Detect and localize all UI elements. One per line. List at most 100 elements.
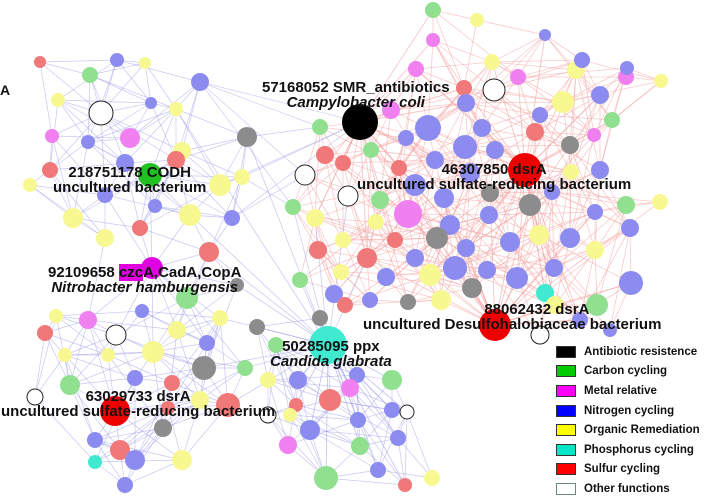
network-node xyxy=(294,164,316,186)
network-edge xyxy=(289,414,361,447)
legend-label: Phosphorus cycling xyxy=(584,443,694,456)
network-edge xyxy=(139,227,210,253)
label-line2: Nitrobacter hamburgensis xyxy=(51,279,239,296)
network-edge xyxy=(349,387,399,439)
label-line2: uncultured bacterium xyxy=(53,179,207,196)
network-node xyxy=(314,466,338,490)
network-edge xyxy=(394,169,526,241)
network-node xyxy=(481,184,499,202)
network-node xyxy=(415,115,441,141)
network-node xyxy=(587,128,601,142)
network-edge xyxy=(340,271,442,301)
network-node xyxy=(470,13,484,27)
network-node xyxy=(552,91,574,113)
legend-item: Nitrogen cycling xyxy=(556,401,724,421)
network-edge xyxy=(231,174,306,219)
network-node xyxy=(377,268,395,286)
network-edge xyxy=(449,224,496,326)
network-edge xyxy=(152,351,229,406)
network-node xyxy=(341,379,359,397)
network-node xyxy=(654,74,668,88)
network-edge xyxy=(64,354,136,379)
network-edge xyxy=(569,169,601,239)
network-node xyxy=(530,325,550,345)
network-node xyxy=(145,97,157,109)
network-node xyxy=(179,204,201,226)
network-edge xyxy=(55,315,109,356)
network-node xyxy=(116,154,134,172)
label-line1: 57168052 SMR_antibiotics xyxy=(262,79,450,96)
network-node xyxy=(453,135,477,159)
network-edge xyxy=(171,317,221,384)
label-line2: Campylobacter coli xyxy=(286,94,425,111)
network-edge xyxy=(104,194,153,269)
network-edge xyxy=(57,99,126,164)
legend-label: Antibiotic resistence xyxy=(584,345,698,358)
network-edge xyxy=(596,204,627,306)
network-edge xyxy=(69,377,136,386)
network-edge xyxy=(469,172,531,206)
label-czca: 92109658 czcA,CadA,CopA Nitrobacter hamb… xyxy=(48,264,241,296)
legend-label: Nitrogen cycling xyxy=(584,404,675,417)
node-layer xyxy=(23,2,668,493)
network-edge xyxy=(415,61,493,70)
network-edge xyxy=(493,89,571,146)
network-edge xyxy=(486,234,540,271)
network-edge xyxy=(370,149,526,171)
network-edge xyxy=(304,174,344,241)
network-node xyxy=(510,69,526,85)
network-edge xyxy=(562,67,628,103)
network-node xyxy=(619,271,643,295)
legend-swatch xyxy=(556,365,576,378)
network-node xyxy=(587,204,603,220)
network-edge xyxy=(415,68,465,89)
network-node xyxy=(560,228,580,248)
network-edge xyxy=(538,234,632,284)
network-node xyxy=(289,371,307,389)
network-edge xyxy=(107,354,173,384)
network-edge xyxy=(256,326,269,381)
network-edge xyxy=(524,59,583,171)
network-node xyxy=(230,278,244,292)
network-edge xyxy=(314,184,416,219)
network-edge xyxy=(375,167,400,223)
network-edge xyxy=(295,404,361,447)
network-node xyxy=(508,153,542,187)
network-edge xyxy=(432,39,493,63)
network-edge xyxy=(347,195,438,239)
network-edge xyxy=(465,102,536,133)
network-node xyxy=(79,311,97,329)
legend: Antibiotic resistence Carbon cycling Metal… xyxy=(556,342,724,499)
network-edge xyxy=(509,211,596,243)
network-node xyxy=(398,478,412,492)
network-edge xyxy=(406,411,433,479)
network-edge xyxy=(494,149,511,243)
network-node xyxy=(237,360,253,376)
network-node xyxy=(234,169,250,185)
network-node xyxy=(400,294,416,310)
network-node xyxy=(292,272,308,288)
network-edge xyxy=(94,439,126,486)
network-node xyxy=(394,200,422,228)
network-edge xyxy=(427,39,434,129)
network-edge xyxy=(167,329,178,409)
network-edge xyxy=(69,384,96,441)
network-node xyxy=(154,419,172,437)
network-edge xyxy=(539,114,595,136)
network-edge xyxy=(208,251,329,346)
network-edge xyxy=(124,459,183,486)
network-node xyxy=(110,53,124,67)
network-node xyxy=(457,239,475,257)
network-node xyxy=(148,199,162,213)
network-node xyxy=(224,210,240,226)
network-node xyxy=(591,161,609,179)
label-line1: 88062432 dsrA xyxy=(484,301,590,318)
network-edge xyxy=(486,269,581,321)
network-node xyxy=(110,440,130,460)
network-node xyxy=(316,146,334,164)
network-node xyxy=(434,188,454,208)
network-node xyxy=(309,326,347,364)
network-edge xyxy=(100,112,183,152)
